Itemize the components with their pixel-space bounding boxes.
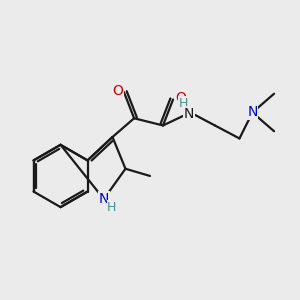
- Text: N: N: [184, 107, 194, 121]
- Text: H: H: [107, 201, 117, 214]
- Text: N: N: [99, 192, 109, 206]
- Text: N: N: [247, 106, 258, 119]
- Text: H: H: [178, 97, 188, 110]
- Text: O: O: [175, 91, 186, 105]
- Text: O: O: [112, 84, 123, 98]
